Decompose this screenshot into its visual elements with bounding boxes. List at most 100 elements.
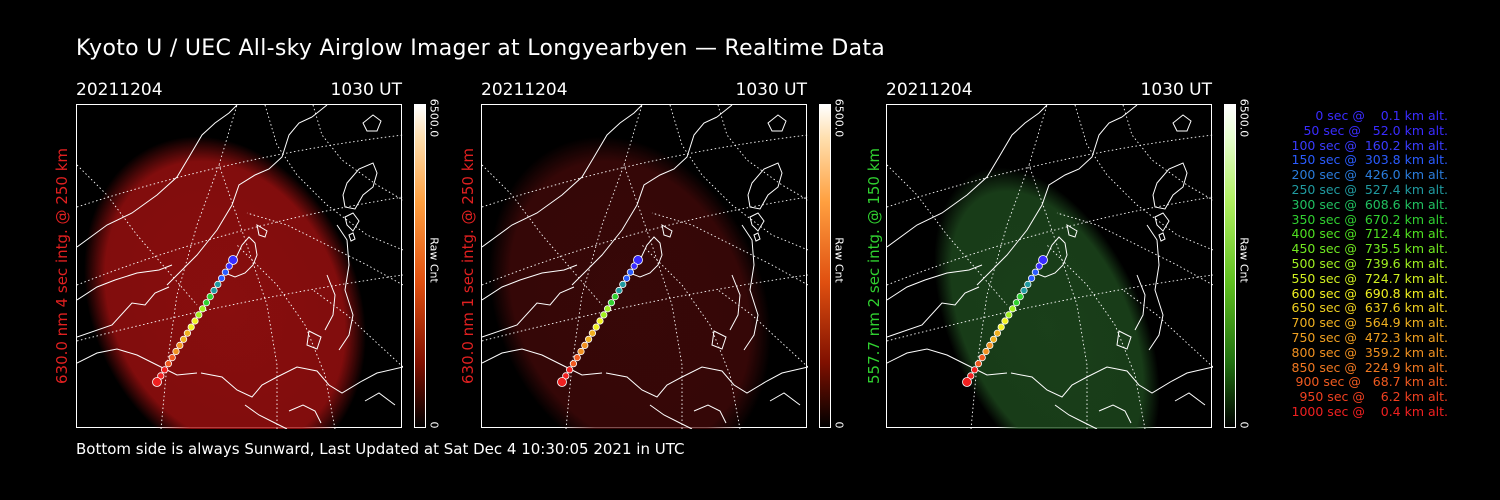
panel-3-image xyxy=(886,104,1213,429)
trajectory-point xyxy=(1009,305,1017,313)
coastline xyxy=(324,274,336,331)
graticule-line xyxy=(482,134,808,208)
coastline xyxy=(605,366,808,398)
legend-row: 600 sec @ 690.8 km alt. xyxy=(1287,285,1449,301)
legend-row: 50 sec @ 52.0 km alt. xyxy=(1295,122,1448,138)
panel-2: 20211204 1030 UT xyxy=(481,80,808,429)
legend-row: 150 sec @ 303.8 km alt. xyxy=(1287,152,1449,168)
trajectory-point xyxy=(971,366,979,374)
trajectory-point xyxy=(611,293,619,301)
trajectory-point xyxy=(172,347,180,356)
legend-row: 500 sec @ 739.6 km alt. xyxy=(1287,255,1449,271)
panel-1-colorbar xyxy=(414,104,426,428)
coastline xyxy=(364,392,396,406)
panel-3-colorbar xyxy=(1224,104,1236,428)
trajectory-point xyxy=(990,335,998,343)
trajectory-point xyxy=(1012,299,1020,307)
trajectory-point xyxy=(569,360,578,368)
coastline xyxy=(1134,274,1146,331)
graticule-line xyxy=(246,212,403,286)
trajectory-point xyxy=(974,360,983,368)
coastline xyxy=(1010,366,1213,398)
graticule-line xyxy=(651,212,808,286)
trajectory-point xyxy=(221,268,229,276)
footer-status: Bottom side is always Sunward, Last Upda… xyxy=(76,440,685,458)
graticule-line xyxy=(887,164,1008,306)
coastline xyxy=(342,162,378,210)
legend-row: 200 sec @ 426.0 km alt. xyxy=(1287,167,1449,183)
panel-3-time: 1030 UT xyxy=(1140,80,1213,100)
coastline xyxy=(1154,212,1170,232)
coastline xyxy=(1034,236,1068,278)
panel-2-colorbar-unit: Raw Cnt xyxy=(832,237,846,283)
coastline xyxy=(1054,404,1098,429)
coastline xyxy=(976,116,1123,286)
panel-2-ylabel: 630.0 nm 1 sec intg. @ 250 km xyxy=(458,104,478,428)
trajectory-point xyxy=(152,377,162,387)
graticule-line xyxy=(1122,105,1213,201)
panel-1-ylabel: 630.0 nm 4 sec intg. @ 250 km xyxy=(52,104,72,428)
panel-3-colorbar-max: 6500.0 xyxy=(1237,98,1251,138)
airglow-image xyxy=(84,136,366,429)
panel-1-date: 20211204 xyxy=(76,80,163,100)
coastline xyxy=(166,116,313,286)
legend-row: 0 sec @ 0.1 km alt. xyxy=(1303,108,1448,123)
legend-row: 350 sec @ 670.2 km alt. xyxy=(1287,211,1449,227)
trajectory-point xyxy=(577,347,585,356)
trajectory-point xyxy=(626,268,634,276)
panel-1-colorbar-unit: Raw Cnt xyxy=(427,237,441,283)
trajectory-point xyxy=(633,255,643,265)
coastline xyxy=(256,223,268,238)
coastline xyxy=(482,348,603,376)
coastline xyxy=(1174,392,1206,406)
coastline xyxy=(362,114,382,132)
graticule-line xyxy=(218,164,278,429)
trajectory-point xyxy=(993,329,1002,337)
coastline xyxy=(747,162,783,210)
trajectory-point xyxy=(978,354,986,362)
trajectory-point xyxy=(187,323,195,331)
trajectory-point xyxy=(623,274,631,282)
coastline xyxy=(244,404,288,429)
trajectory-point xyxy=(161,366,169,374)
trajectory-point xyxy=(630,262,638,270)
coastline xyxy=(77,105,238,248)
trajectory-point xyxy=(214,280,222,288)
page-title: Kyoto U / UEC All-sky Airglow Imager at … xyxy=(76,36,886,61)
coastline xyxy=(767,114,787,132)
graticule-line xyxy=(623,164,683,429)
graticule-line xyxy=(77,134,403,208)
trajectory-point xyxy=(164,360,173,368)
panel-3-date: 20211204 xyxy=(886,80,973,100)
trajectory-point xyxy=(1020,286,1028,295)
coastline xyxy=(288,404,322,424)
panel-3-colorbar-unit: Raw Cnt xyxy=(1237,237,1251,283)
panel-2-colorbar xyxy=(819,104,831,428)
trajectory-point xyxy=(1016,293,1024,301)
graticule-line xyxy=(1028,164,1088,429)
trajectory-point xyxy=(228,255,238,265)
trajectory-point xyxy=(1038,255,1048,265)
graticule-line xyxy=(236,244,336,429)
trajectory-point xyxy=(982,347,990,356)
legend-row: 850 sec @ 224.9 km alt. xyxy=(1287,359,1449,375)
graticule-line xyxy=(1056,212,1213,286)
coastline xyxy=(311,105,328,118)
graticule-line xyxy=(717,105,808,201)
graticule-line xyxy=(669,105,808,251)
trajectory-point xyxy=(615,286,623,295)
coastline xyxy=(348,232,356,242)
trajectory-point xyxy=(619,280,627,288)
coastline xyxy=(716,105,733,118)
panel-2-date: 20211204 xyxy=(481,80,568,100)
coastline xyxy=(769,392,801,406)
coastline xyxy=(1066,223,1078,238)
coastline xyxy=(200,366,403,398)
trajectory-point xyxy=(168,354,176,362)
panel-2-colorbar-min: 0 xyxy=(832,421,846,429)
coastline xyxy=(77,286,170,338)
trajectory-point xyxy=(191,317,199,325)
trajectory-point xyxy=(986,341,994,349)
coastline xyxy=(1116,330,1132,350)
